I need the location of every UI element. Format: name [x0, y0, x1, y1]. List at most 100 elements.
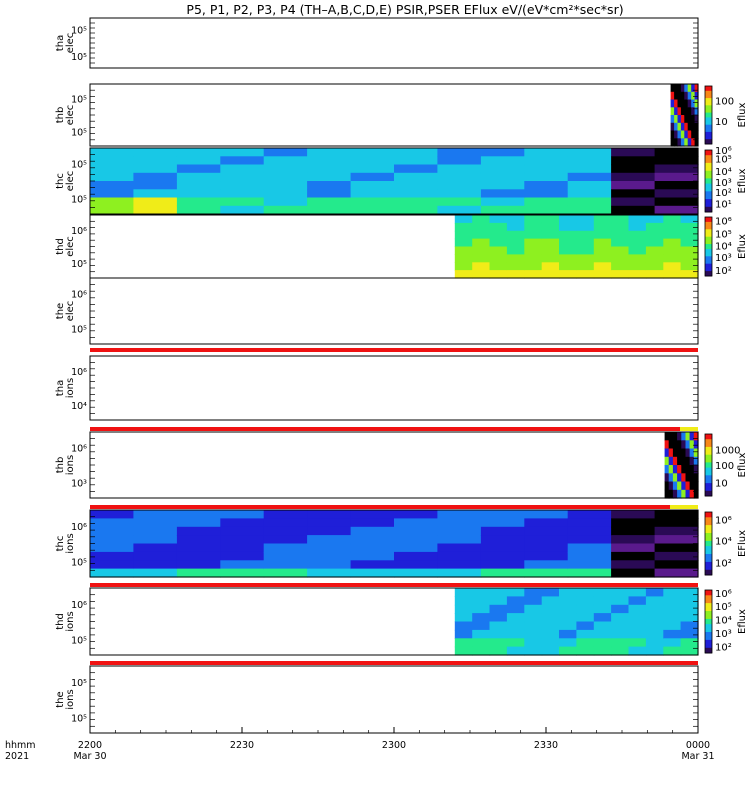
colorbar-swatch: [705, 483, 712, 487]
panel-the_elec: 10⁶ 10⁵ theelec: [55, 277, 699, 345]
spectrogram-cell: [677, 99, 682, 108]
spectrogram-cell: [674, 99, 679, 108]
spectrogram-cell: [663, 588, 682, 597]
spectrogram-cell: [394, 205, 438, 215]
colorbar-tick-label: 10⁵: [715, 155, 732, 166]
panel-frame: [89, 83, 699, 147]
spectrogram-cell: [454, 588, 473, 597]
spectrogram-cell: [524, 510, 569, 519]
y-tick-label: 10⁵: [71, 194, 87, 205]
spectrogram-cell: [672, 481, 678, 491]
spectrogram-cell: [693, 465, 699, 474]
colorbar-swatch: [705, 115, 712, 118]
spectrogram-cell: [524, 156, 569, 166]
spectrogram-cell: [472, 262, 491, 271]
spectrogram-cell: [220, 518, 265, 528]
spectrogram-cell: [576, 246, 595, 255]
spectrogram-cell: [663, 230, 682, 240]
spectrogram-cell: [480, 543, 525, 553]
spectrogram-cell: [176, 526, 221, 536]
spectrogram-cell: [689, 465, 695, 474]
spectrogram-cell: [524, 181, 569, 190]
spectrogram-cell: [524, 560, 569, 570]
colorbar-swatch: [705, 102, 712, 106]
spectrogram-cell: [541, 230, 560, 240]
spectrogram-cell: [133, 148, 178, 157]
y-tick-label: 10⁴: [71, 401, 87, 412]
spectrogram-cell: [506, 604, 525, 614]
spectrogram-cell: [593, 613, 612, 623]
spectrogram-cell: [611, 621, 630, 631]
spectrogram-cell: [506, 230, 525, 240]
spectrogram-cell: [677, 481, 682, 491]
flag-bar: [90, 348, 698, 352]
spectrogram-cell: [480, 205, 525, 215]
spectrogram-cell: [350, 551, 395, 561]
spectrogram-cell: [480, 172, 525, 182]
spectrogram-cell: [472, 246, 491, 255]
spectrogram-cell: [506, 629, 525, 639]
spectrogram-cell: [663, 629, 682, 639]
spectrogram-cell: [654, 172, 699, 182]
y-tick-label: 10⁶: [71, 600, 87, 611]
spectrogram-cell: [684, 91, 689, 101]
spectrogram-cell: [576, 596, 595, 606]
spectrogram-cell: [437, 197, 482, 207]
colorbar-tick-label: 100: [715, 461, 734, 472]
spectrogram-cell: [472, 646, 491, 656]
colorbar-swatch: [705, 105, 712, 109]
colorbar-swatch: [705, 241, 712, 245]
spectrogram-cell: [677, 130, 682, 139]
colorbar-swatch: [705, 639, 712, 643]
colorbar-swatch: [705, 261, 712, 265]
spectrogram-cell: [90, 510, 134, 519]
colorbar-tick-label: 10²: [715, 266, 732, 277]
spectrogram-cell: [489, 238, 508, 248]
spectrogram-cell: [691, 99, 696, 108]
colorbar-tick-label: 10⁴: [715, 536, 732, 547]
spectrogram-cell: [524, 246, 543, 255]
spectrogram-cell: [559, 254, 577, 263]
colorbar-swatch: [705, 436, 712, 440]
spectrogram-cell: [524, 262, 543, 271]
spectrogram-cell: [680, 115, 685, 124]
spectrogram-cell: [524, 197, 569, 207]
spectrogram-cell: [350, 181, 395, 190]
spectrogram-cell: [611, 543, 656, 553]
spectrogram-cell: [689, 440, 695, 450]
spectrogram-cell: [689, 489, 695, 499]
spectrogram-cell: [480, 164, 525, 174]
colorbar-swatch: [705, 629, 712, 633]
spectrogram-cell: [687, 115, 692, 124]
spectrogram-cell: [693, 432, 699, 441]
flag-bar: [90, 427, 698, 431]
colorbar-swatch: [705, 613, 712, 617]
spectrogram-cell: [593, 270, 612, 279]
spectrogram-cell: [668, 481, 674, 491]
spectrogram-cell: [394, 197, 438, 207]
spectrogram-cell: [654, 148, 699, 157]
spectrogram-cell: [480, 551, 525, 561]
spectrogram-cell: [350, 164, 395, 174]
spectrogram-cell: [677, 489, 682, 499]
spectrogram-cell: [593, 629, 612, 639]
colorbar-swatch: [705, 446, 712, 450]
colorbar-swatch: [705, 472, 712, 476]
spectrogram-cell: [628, 613, 647, 623]
colorbar-swatch: [705, 139, 712, 143]
colorbar-thb_elec: 100 10 Eflux: [704, 85, 748, 145]
colorbar-swatch: [705, 540, 712, 544]
spectrogram-cell: [133, 181, 178, 190]
spectrogram-cell: [541, 621, 560, 631]
spectrogram-cell: [307, 205, 352, 215]
colorbar-swatch: [705, 141, 712, 145]
colorbar-swatch: [705, 165, 712, 169]
spectrogram-cell: [567, 526, 612, 536]
spectrogram-cell: [680, 646, 699, 656]
spectrogram-cell: [674, 122, 679, 132]
spectrogram-cell: [506, 646, 525, 656]
spectrogram-cell: [307, 164, 352, 174]
spectrogram-cell: [567, 510, 612, 519]
spectrogram-cell: [611, 164, 656, 174]
